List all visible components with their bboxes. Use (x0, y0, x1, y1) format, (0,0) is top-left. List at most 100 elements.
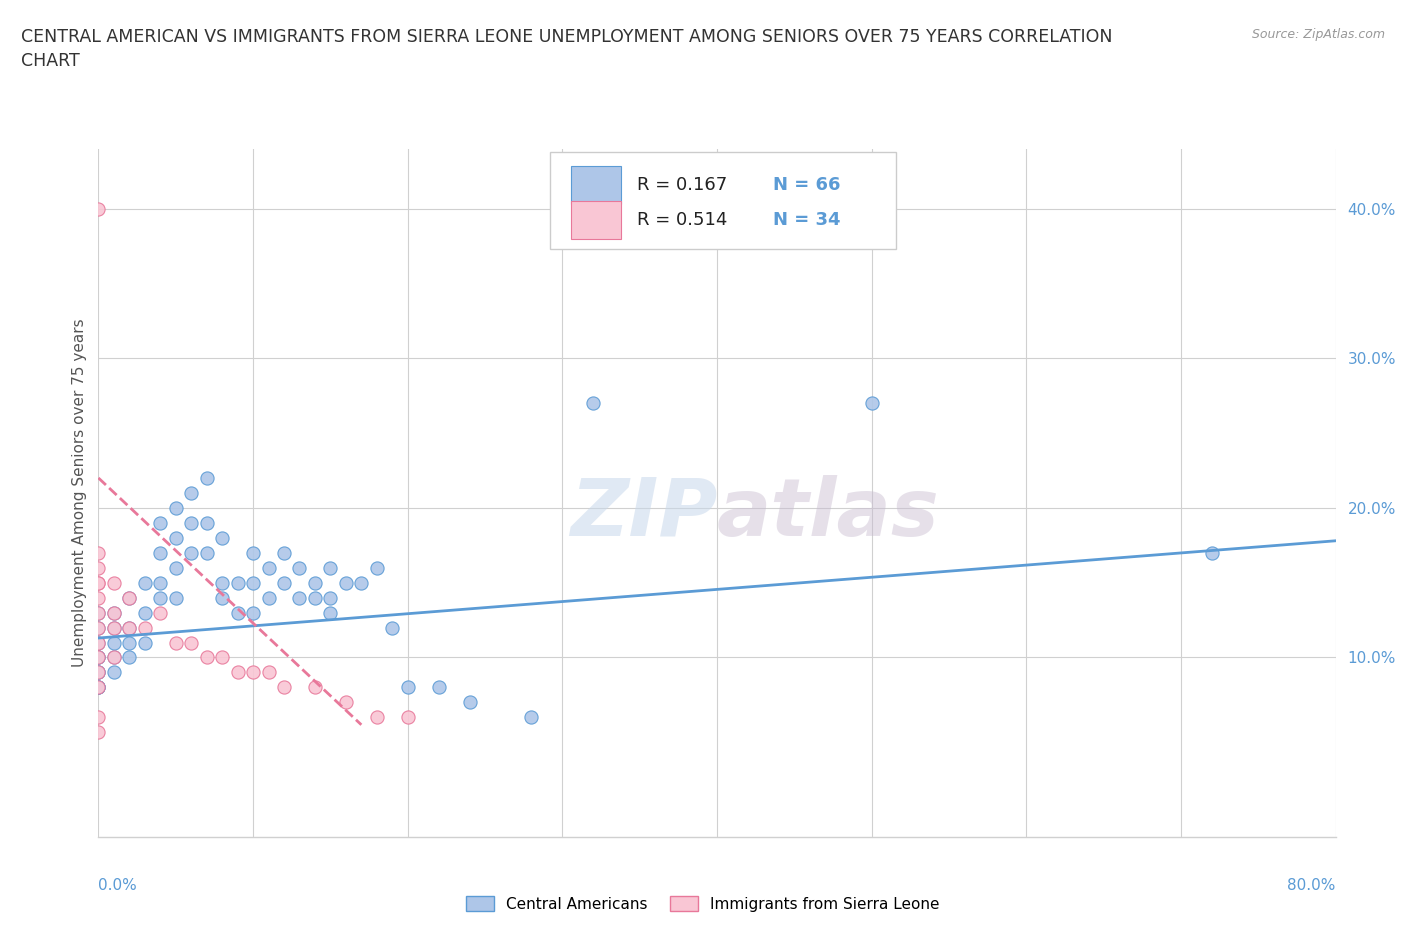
Point (103, 665, 125, 680)
Point (211, 530, 233, 545)
Text: 0.0%: 0.0% (98, 878, 138, 894)
Point (195, 545, 218, 560)
Text: ZIP: ZIP (569, 474, 717, 552)
Text: atlas: atlas (717, 474, 939, 552)
Point (242, 665, 264, 680)
Text: R = 0.514: R = 0.514 (637, 211, 727, 229)
Point (87, 650, 110, 665)
Point (149, 605, 172, 620)
Point (87, 605, 110, 620)
Text: N = 66: N = 66 (773, 176, 841, 194)
Point (87, 680, 110, 695)
Point (195, 650, 218, 665)
Point (87, 680, 110, 695)
Point (103, 620, 125, 635)
Point (87, 635, 110, 650)
Point (165, 635, 187, 650)
Point (366, 560, 388, 575)
Point (87, 650, 110, 665)
Point (319, 605, 342, 620)
Point (118, 620, 141, 635)
Point (304, 591, 326, 605)
Point (134, 605, 156, 620)
Point (165, 560, 187, 575)
Point (118, 591, 141, 605)
Point (211, 650, 233, 665)
Text: R = 0.167: R = 0.167 (637, 176, 727, 194)
Point (87, 665, 110, 680)
Point (149, 545, 172, 560)
Point (273, 576, 295, 591)
Point (87, 710, 110, 724)
Point (288, 560, 311, 575)
Point (195, 471, 218, 485)
Point (103, 635, 125, 650)
Point (87, 650, 110, 665)
Point (180, 485, 202, 500)
Point (242, 605, 264, 620)
Point (149, 591, 172, 605)
Text: N = 34: N = 34 (773, 211, 841, 229)
Point (87, 665, 110, 680)
Point (288, 591, 311, 605)
Point (226, 605, 249, 620)
Point (226, 576, 249, 591)
Point (396, 680, 419, 695)
Point (381, 620, 404, 635)
Y-axis label: Unemployment Among Seniors over 75 years: Unemployment Among Seniors over 75 years (72, 319, 87, 667)
Point (180, 545, 202, 560)
Point (149, 515, 172, 530)
Point (257, 591, 280, 605)
FancyBboxPatch shape (571, 166, 620, 204)
Point (87, 620, 110, 635)
Point (582, 395, 605, 410)
Point (304, 680, 326, 695)
Point (149, 576, 172, 591)
Point (87, 576, 110, 591)
Point (520, 710, 543, 724)
Text: 80.0%: 80.0% (1288, 878, 1336, 894)
Point (103, 576, 125, 591)
Point (335, 695, 357, 710)
Point (165, 500, 187, 515)
Point (103, 620, 125, 635)
Point (396, 710, 419, 724)
Point (134, 620, 156, 635)
Point (87, 680, 110, 695)
Point (180, 635, 202, 650)
Point (257, 560, 280, 575)
Point (257, 665, 280, 680)
Point (103, 650, 125, 665)
Point (366, 710, 388, 724)
Point (860, 395, 883, 410)
Point (87, 605, 110, 620)
Point (87, 591, 110, 605)
Point (242, 576, 264, 591)
Point (87, 680, 110, 695)
Point (304, 576, 326, 591)
Point (350, 576, 373, 591)
Point (87, 665, 110, 680)
FancyBboxPatch shape (571, 201, 620, 239)
Point (87, 635, 110, 650)
Point (87, 560, 110, 575)
Point (118, 591, 141, 605)
Point (242, 545, 264, 560)
Point (319, 560, 342, 575)
Point (103, 605, 125, 620)
Point (273, 680, 295, 695)
FancyBboxPatch shape (550, 153, 897, 248)
Text: CENTRAL AMERICAN VS IMMIGRANTS FROM SIERRA LEONE UNEMPLOYMENT AMONG SENIORS OVER: CENTRAL AMERICAN VS IMMIGRANTS FROM SIER… (21, 28, 1112, 70)
Point (134, 576, 156, 591)
Point (87, 545, 110, 560)
Point (273, 545, 295, 560)
Point (1201, 545, 1223, 560)
Point (211, 591, 233, 605)
Point (87, 576, 110, 591)
Point (427, 680, 450, 695)
Point (335, 576, 357, 591)
Point (87, 620, 110, 635)
Point (165, 591, 187, 605)
Text: Source: ZipAtlas.com: Source: ZipAtlas.com (1251, 28, 1385, 41)
Point (87, 724, 110, 739)
